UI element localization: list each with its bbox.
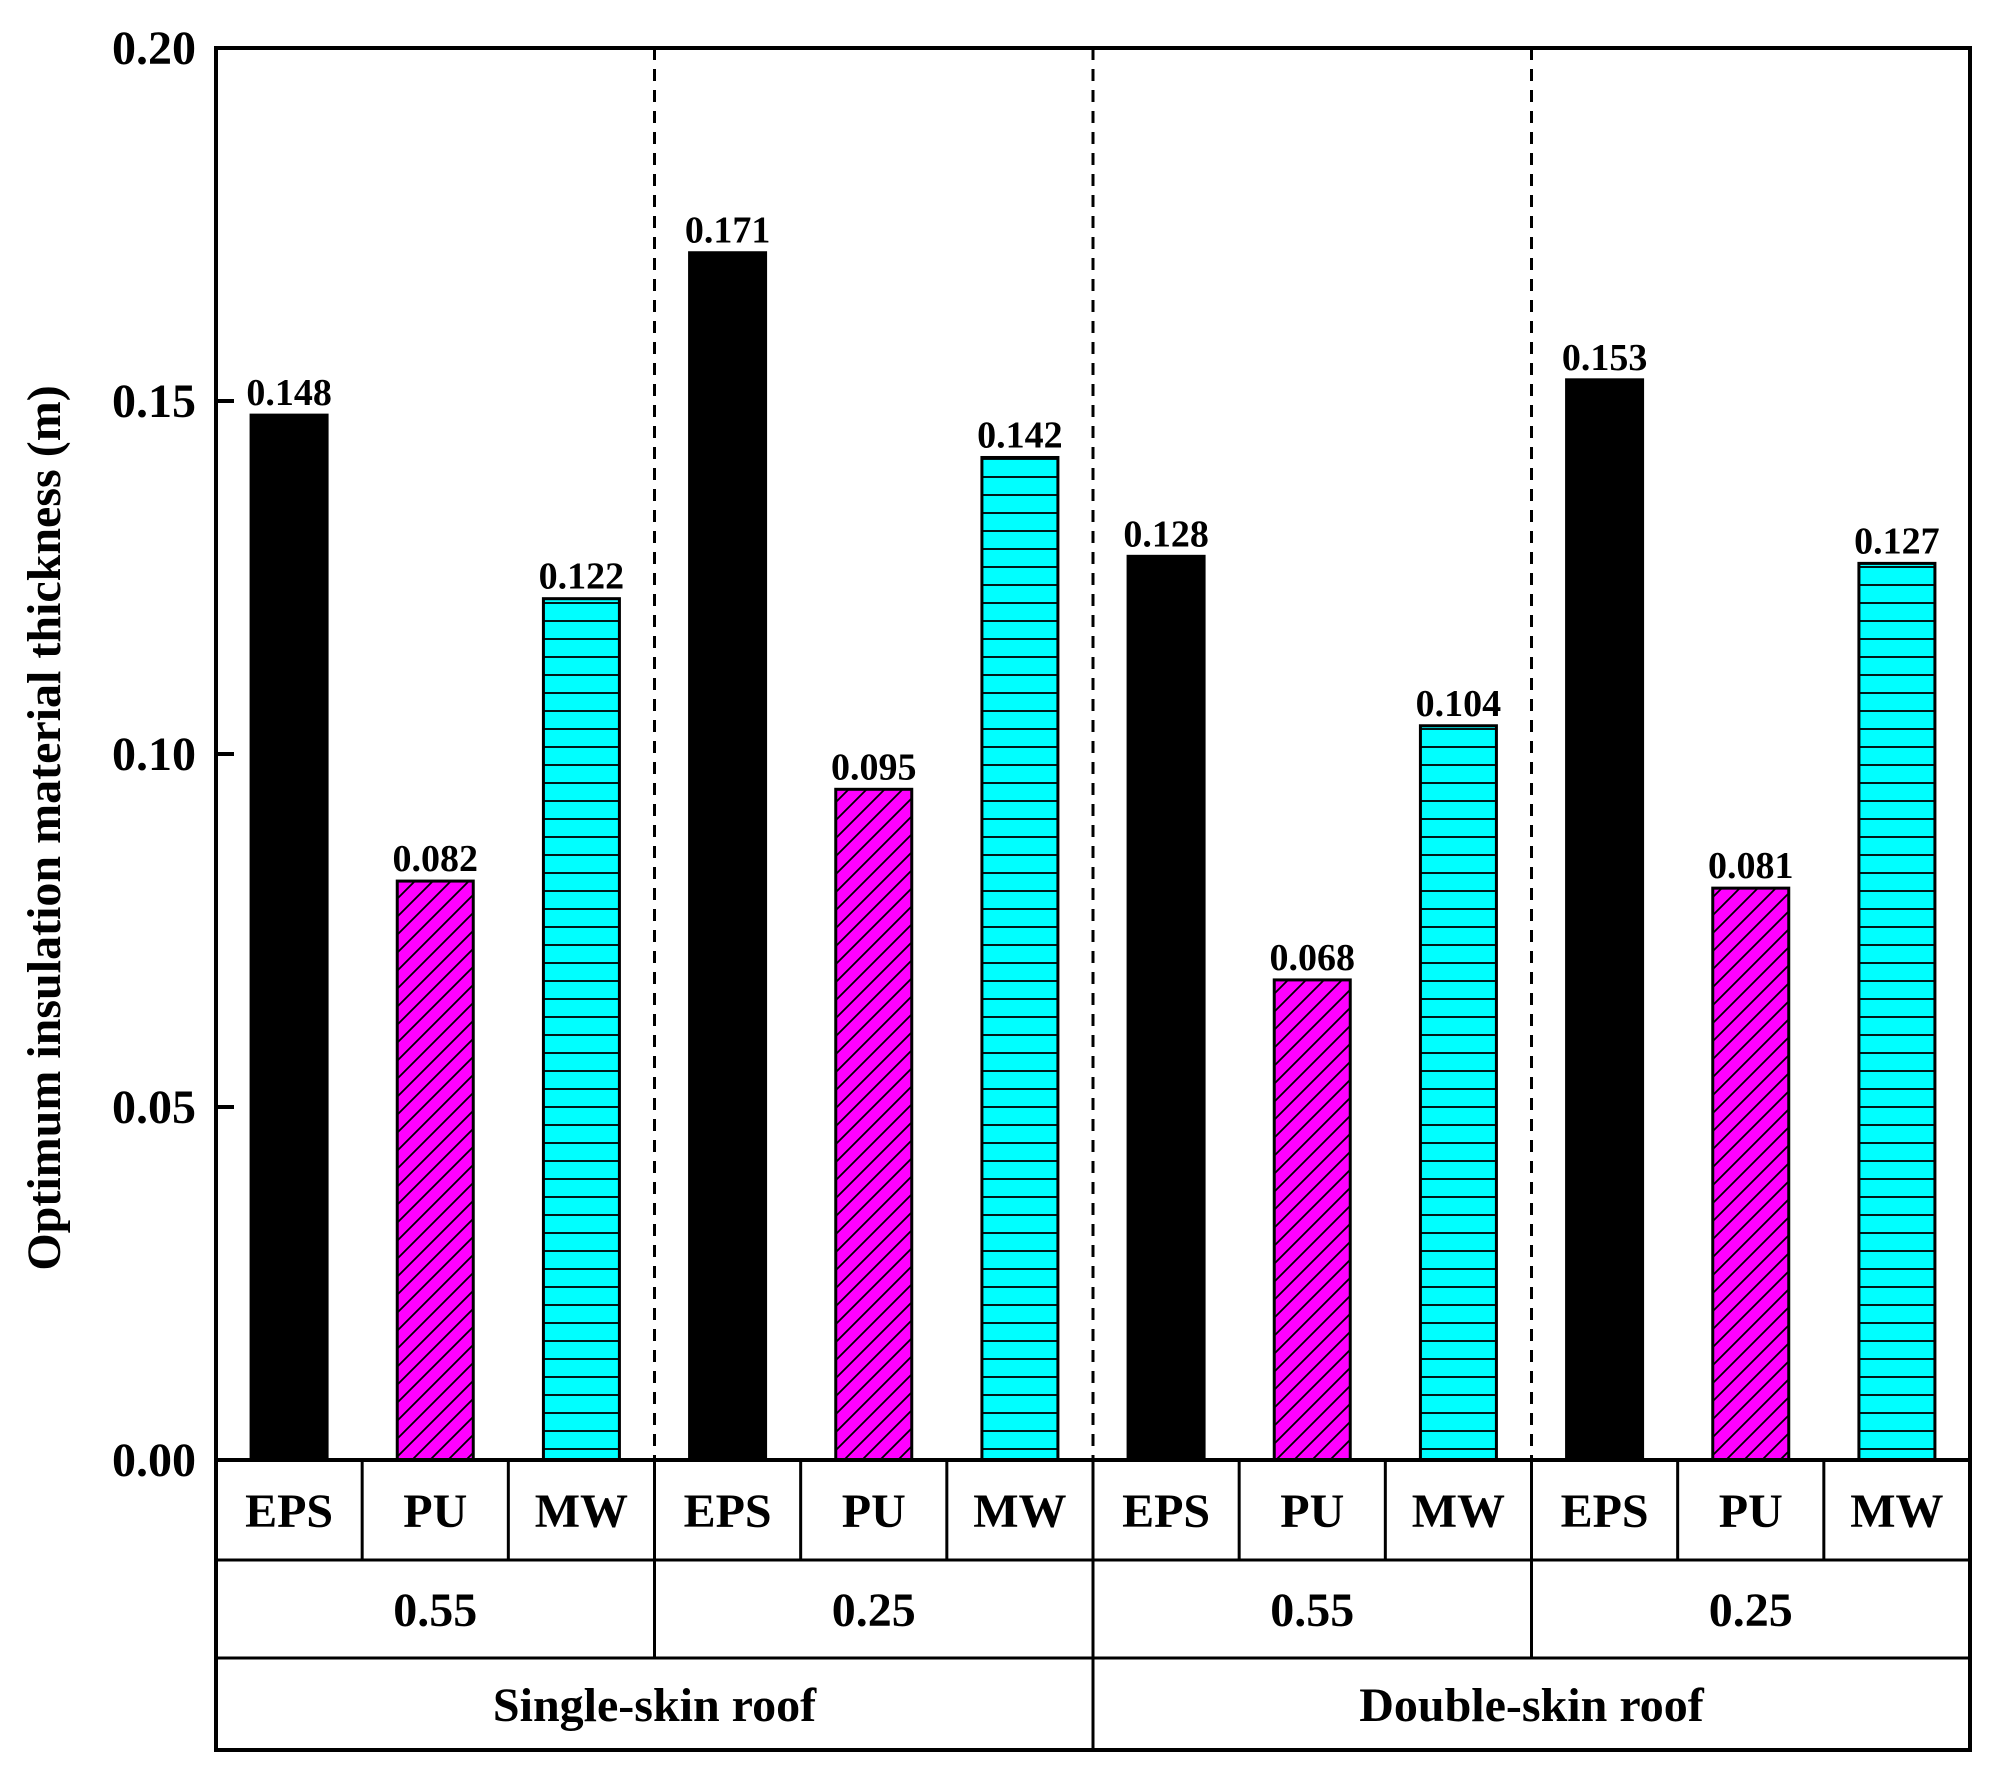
category-label-material: PU xyxy=(1719,1485,1783,1538)
plot-frame xyxy=(214,46,1972,1752)
bar-pu xyxy=(834,787,914,1462)
bar-eps xyxy=(249,413,329,1462)
y-tick-label: 0.15 xyxy=(112,375,196,428)
bar-mw xyxy=(980,455,1060,1462)
bar-value-label: 0.171 xyxy=(685,210,771,252)
y-tick-label: 0.20 xyxy=(112,22,196,75)
bar-mw xyxy=(541,597,621,1462)
bars-layer xyxy=(249,251,1937,1462)
category-table: EPS PU MW EPS PU MW EPS PU MW EPS PU MW 0.55 0.25 0.55… xyxy=(216,1458,1970,1750)
bar-value-label: 0.104 xyxy=(1416,683,1502,725)
bar-mw xyxy=(1418,724,1498,1462)
bar-mw xyxy=(1857,561,1937,1462)
bar-eps xyxy=(688,251,768,1462)
category-label-roof: Single-skin roof xyxy=(493,1679,817,1732)
category-label-material: MW xyxy=(1412,1485,1505,1538)
bar-value-label: 0.127 xyxy=(1854,520,1940,562)
value-labels-layer: 0.148 0.082 0.122 0.171 0.095 0.142 0.128 0.068… xyxy=(246,210,1939,979)
category-label-material: MW xyxy=(1850,1485,1943,1538)
bar-pu xyxy=(1711,886,1791,1462)
category-label-roof: Double-skin roof xyxy=(1359,1679,1705,1732)
category-label-group: 0.55 xyxy=(1270,1584,1354,1637)
bar-value-label: 0.128 xyxy=(1123,513,1209,555)
category-label-material: PU xyxy=(1280,1485,1344,1538)
bar-value-label: 0.068 xyxy=(1270,937,1356,979)
category-label-material: PU xyxy=(403,1485,467,1538)
category-label-material: EPS xyxy=(1122,1485,1210,1538)
y-axis-title: Optimum insulation material thickness (m… xyxy=(18,385,71,1270)
y-tick-label: 0.00 xyxy=(112,1434,196,1487)
category-label-material: MW xyxy=(535,1485,628,1538)
bar-value-label: 0.142 xyxy=(977,414,1063,456)
category-label-group: 0.25 xyxy=(1709,1584,1793,1637)
bar-value-label: 0.095 xyxy=(831,746,917,788)
y-axis: 0.00 0.05 0.10 0.15 0.20 xyxy=(112,22,234,1487)
y-tick-label: 0.10 xyxy=(112,728,196,781)
bar-value-label: 0.081 xyxy=(1708,845,1794,887)
bar-value-label: 0.153 xyxy=(1562,337,1648,379)
category-label-material: PU xyxy=(842,1485,906,1538)
category-label-material: EPS xyxy=(1561,1485,1649,1538)
bar-eps xyxy=(1126,554,1206,1462)
category-label-group: 0.25 xyxy=(832,1584,916,1637)
bar-value-label: 0.148 xyxy=(246,372,332,414)
category-label-material: MW xyxy=(973,1485,1066,1538)
bar-pu xyxy=(395,879,475,1462)
category-label-material: EPS xyxy=(245,1485,333,1538)
group-dividers xyxy=(653,48,1533,1460)
bar-eps xyxy=(1565,378,1645,1462)
y-tick-label: 0.05 xyxy=(112,1081,196,1134)
category-label-material: EPS xyxy=(684,1485,772,1538)
bar-value-label: 0.082 xyxy=(393,838,479,880)
bar-pu xyxy=(1272,978,1352,1462)
category-label-group: 0.55 xyxy=(393,1584,477,1637)
bar-value-label: 0.122 xyxy=(539,556,625,598)
